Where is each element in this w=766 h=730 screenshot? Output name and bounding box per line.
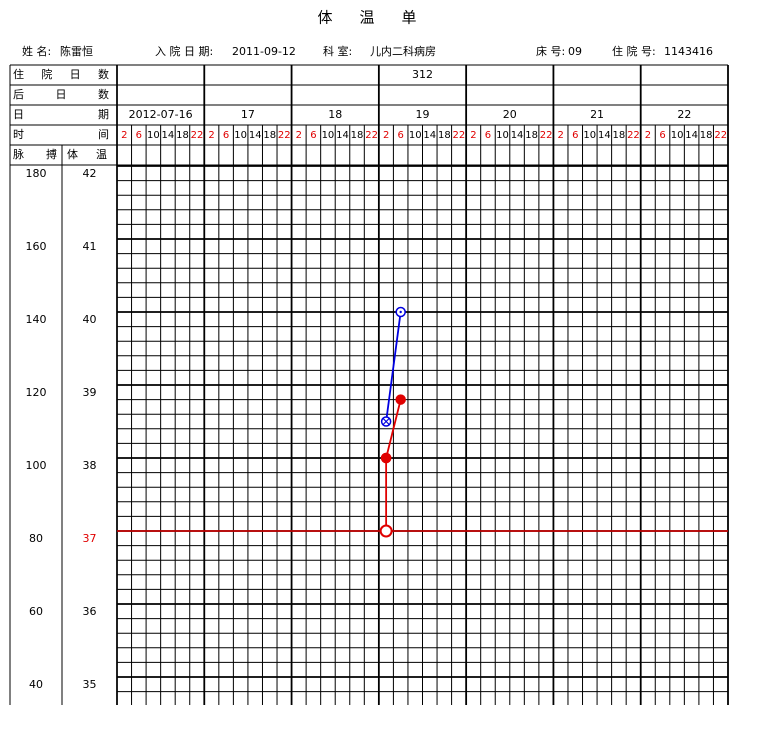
- time: 22: [453, 130, 466, 141]
- temperature-tick-label: 40: [83, 313, 97, 326]
- row-label: 住 院 日 数: [13, 67, 109, 81]
- time: 14: [598, 130, 611, 141]
- time: 2: [558, 130, 564, 141]
- time: 22: [627, 130, 640, 141]
- time: 6: [223, 130, 229, 141]
- time: 6: [659, 130, 665, 141]
- time: 6: [485, 130, 491, 141]
- temperature-tick-label: 41: [83, 240, 97, 253]
- info-value: 09: [568, 45, 582, 58]
- series-line: [385, 311, 402, 422]
- time: 6: [136, 130, 142, 141]
- row-label: 后 日 数: [13, 88, 109, 101]
- info-label: 科 室:: [323, 44, 352, 58]
- time: 10: [234, 130, 247, 141]
- time: 18: [525, 130, 538, 141]
- time: 14: [423, 130, 436, 141]
- info-label: 入 院 日 期:: [155, 44, 213, 58]
- time: 2: [121, 130, 127, 141]
- time: 14: [162, 130, 175, 141]
- pulse-label: 脉 搏: [13, 147, 57, 161]
- time: 10: [147, 130, 160, 141]
- time: 14: [685, 130, 698, 141]
- date: 18: [328, 108, 342, 121]
- time: 10: [583, 130, 596, 141]
- pulse-tick-label: 100: [26, 459, 47, 472]
- pulse-tick-label: 140: [26, 313, 47, 326]
- temperature-tick-label: 42: [83, 167, 97, 180]
- pulse-tick-label: 180: [26, 167, 47, 180]
- time: 22: [278, 130, 291, 141]
- info-label: 床 号:: [536, 44, 565, 58]
- time: 2: [208, 130, 214, 141]
- time: 6: [397, 130, 403, 141]
- date: 2012-07-16: [129, 108, 193, 121]
- time: 10: [671, 130, 684, 141]
- temperature-tick-label: 35: [83, 678, 97, 691]
- temperature-tick-label: 39: [83, 386, 97, 399]
- info-label: 住 院 号:: [612, 44, 656, 58]
- date: 22: [677, 108, 691, 121]
- point: [379, 524, 393, 538]
- date: 20: [503, 108, 517, 121]
- temperature-label: 体 温: [67, 147, 107, 161]
- time: 14: [511, 130, 524, 141]
- time: 10: [409, 130, 422, 141]
- info-value: 2011-09-12: [232, 45, 296, 58]
- point-cross: [382, 418, 390, 425]
- temperature-tick-label: 38: [83, 459, 97, 472]
- info-value: 儿内二科病房: [370, 44, 436, 58]
- pulse-tick-label: 120: [26, 386, 47, 399]
- pulse-tick-label: 60: [29, 605, 43, 618]
- row-label: 日 期: [13, 108, 109, 121]
- series-line: [385, 399, 402, 459]
- time: 14: [249, 130, 262, 141]
- time: 22: [540, 130, 553, 141]
- time: 18: [351, 130, 364, 141]
- time: 2: [645, 130, 651, 141]
- row-label: 时 间: [13, 128, 109, 141]
- time: 22: [191, 130, 204, 141]
- time: 18: [700, 130, 713, 141]
- time: 14: [336, 130, 349, 141]
- temperature-tick-label: 36: [83, 605, 97, 618]
- time: 22: [365, 130, 378, 141]
- date: 19: [416, 108, 430, 121]
- info-label: 姓 名:: [22, 44, 51, 58]
- point: [380, 452, 392, 464]
- time: 22: [714, 130, 727, 141]
- time: 2: [470, 130, 476, 141]
- time: 2: [296, 130, 302, 141]
- point: [395, 394, 406, 405]
- title: 体 温 单: [317, 9, 422, 27]
- time: 10: [322, 130, 335, 141]
- time: 18: [438, 130, 451, 141]
- pulse-tick-label: 80: [29, 532, 43, 545]
- date: 21: [590, 108, 604, 121]
- time: 18: [176, 130, 189, 141]
- time: 18: [263, 130, 276, 141]
- pulse-tick-label: 40: [29, 678, 43, 691]
- info-value: 1143416: [664, 45, 713, 58]
- date: 17: [241, 108, 255, 121]
- hospital-day: 312: [412, 68, 433, 81]
- pulse-tick-label: 160: [26, 240, 47, 253]
- point-center: [399, 310, 402, 314]
- time: 6: [572, 130, 578, 141]
- time: 6: [310, 130, 316, 141]
- info-value: 陈雷恒: [60, 44, 93, 58]
- temperature-tick-label: 37: [83, 532, 97, 545]
- time: 18: [613, 130, 626, 141]
- time: 10: [496, 130, 509, 141]
- time: 2: [383, 130, 389, 141]
